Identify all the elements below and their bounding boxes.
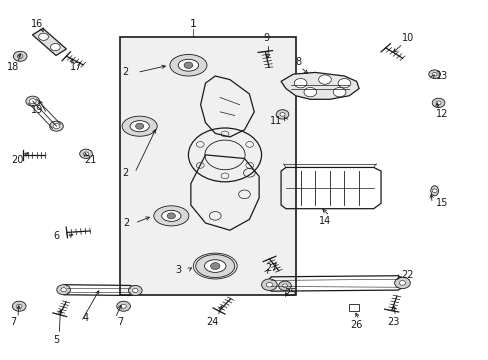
Text: 7: 7 — [117, 317, 123, 327]
Text: 19: 19 — [31, 105, 43, 115]
Ellipse shape — [122, 116, 157, 136]
Ellipse shape — [162, 210, 181, 221]
Text: 25: 25 — [284, 288, 297, 298]
Circle shape — [26, 96, 40, 106]
Circle shape — [132, 288, 138, 292]
Text: 26: 26 — [350, 320, 362, 330]
Text: 15: 15 — [435, 198, 447, 208]
Circle shape — [167, 213, 175, 219]
Text: 1: 1 — [189, 19, 196, 29]
Text: 23: 23 — [386, 317, 399, 327]
Circle shape — [332, 87, 345, 97]
Circle shape — [261, 279, 277, 291]
Circle shape — [337, 78, 350, 88]
Polygon shape — [32, 28, 66, 55]
Circle shape — [318, 75, 330, 84]
Text: 18: 18 — [7, 62, 19, 72]
Circle shape — [57, 285, 70, 295]
Ellipse shape — [430, 186, 438, 196]
Text: 22: 22 — [401, 270, 413, 280]
Text: 14: 14 — [318, 216, 330, 226]
Text: 2: 2 — [122, 168, 128, 178]
Text: 13: 13 — [435, 71, 447, 81]
Circle shape — [128, 285, 142, 296]
Circle shape — [53, 123, 60, 129]
Text: 20: 20 — [12, 155, 24, 165]
Text: 8: 8 — [294, 57, 301, 67]
Ellipse shape — [154, 206, 188, 226]
Text: 12: 12 — [435, 109, 447, 119]
Bar — [120, 37, 295, 295]
Circle shape — [135, 123, 143, 129]
Text: 6: 6 — [54, 231, 60, 240]
Circle shape — [282, 284, 287, 288]
Circle shape — [276, 110, 288, 119]
Circle shape — [61, 288, 66, 292]
Text: 16: 16 — [31, 19, 43, 29]
Circle shape — [394, 277, 409, 289]
Ellipse shape — [178, 59, 198, 71]
Circle shape — [210, 263, 220, 270]
Circle shape — [83, 152, 88, 156]
Circle shape — [435, 101, 440, 105]
Circle shape — [265, 282, 272, 287]
Circle shape — [117, 301, 130, 311]
Text: 3: 3 — [175, 265, 182, 275]
Ellipse shape — [130, 121, 149, 132]
Circle shape — [280, 113, 285, 116]
Circle shape — [431, 98, 444, 108]
Circle shape — [17, 304, 22, 308]
Circle shape — [121, 304, 126, 308]
Text: 11: 11 — [269, 116, 282, 126]
Circle shape — [431, 72, 436, 76]
Ellipse shape — [195, 255, 234, 278]
Circle shape — [399, 281, 405, 285]
Text: 9: 9 — [263, 33, 269, 43]
Ellipse shape — [204, 260, 225, 273]
Text: 2: 2 — [122, 67, 128, 77]
Circle shape — [278, 281, 291, 291]
Circle shape — [39, 33, 48, 40]
Circle shape — [294, 78, 306, 88]
Circle shape — [18, 54, 23, 58]
Circle shape — [304, 87, 316, 97]
Circle shape — [183, 62, 192, 68]
Ellipse shape — [169, 54, 206, 76]
Circle shape — [50, 44, 60, 51]
Text: 27: 27 — [264, 263, 277, 273]
Text: 2: 2 — [123, 218, 129, 228]
Text: 24: 24 — [206, 317, 219, 327]
Circle shape — [29, 99, 36, 104]
Circle shape — [12, 301, 26, 311]
Circle shape — [50, 121, 63, 131]
Text: 21: 21 — [84, 155, 97, 165]
Text: 10: 10 — [401, 33, 413, 43]
Text: 17: 17 — [70, 62, 82, 72]
Text: 4: 4 — [83, 313, 89, 323]
Polygon shape — [281, 72, 358, 99]
Circle shape — [80, 149, 92, 158]
Text: 7: 7 — [10, 317, 16, 327]
Circle shape — [431, 189, 436, 193]
Text: 5: 5 — [54, 334, 60, 345]
Circle shape — [13, 51, 27, 61]
Circle shape — [428, 70, 440, 78]
